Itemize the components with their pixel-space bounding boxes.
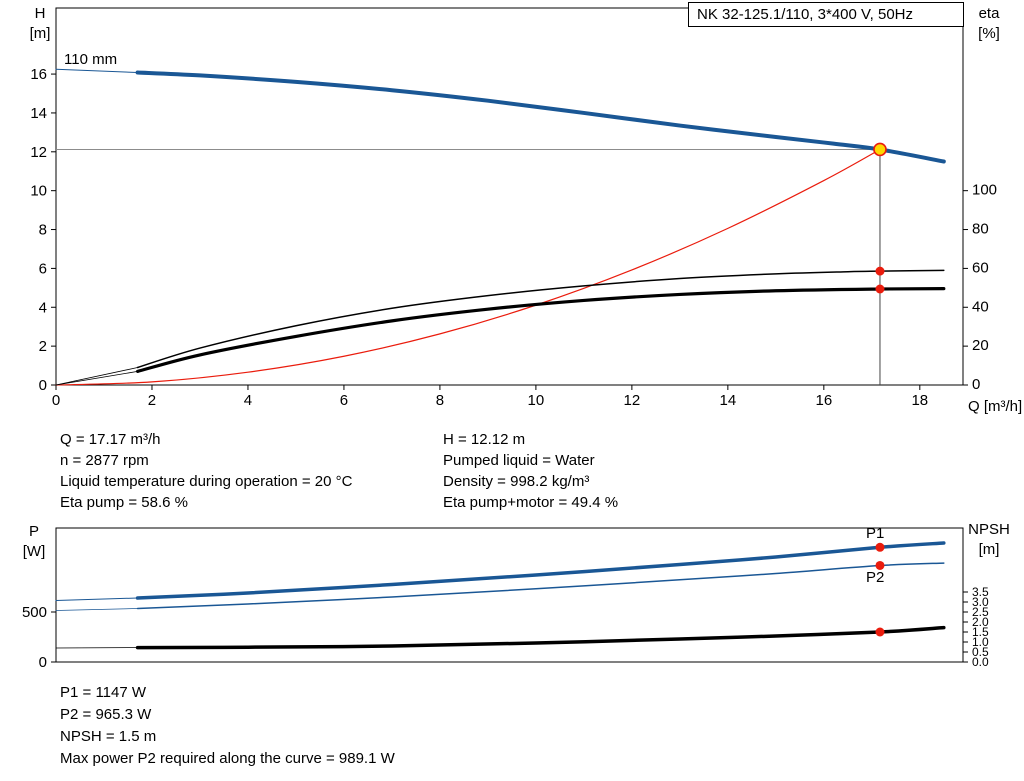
q-axis-title: Q [m³/h] (968, 398, 1023, 415)
pump-curve-leadin (55, 68, 139, 74)
info-line-liquid: Pumped liquid = Water (443, 452, 595, 469)
eta-axis-name: eta (978, 5, 1000, 22)
info-line-density: Density = 998.2 kg/m³ (443, 473, 590, 490)
p-axis-title: P [W] (14, 522, 54, 562)
info-line-eta-total: Eta pump+motor = 49.4 % (443, 494, 619, 511)
npsh-axis-name: NPSH (968, 521, 1010, 538)
p1-curve-leadin (55, 597, 139, 601)
h-axis-unit: [m] (29, 25, 51, 42)
npsh-curve (135, 625, 946, 650)
eta-pump-motor-leadin (55, 370, 138, 386)
p2-curve (136, 562, 945, 610)
info-line-npsh: NPSH = 1.5 m (60, 728, 157, 745)
power-info: P1 = 1147 W P2 = 965.3 W NPSH = 1.5 m Ma… (60, 682, 395, 770)
y-right-tick-label: 3.0 (972, 595, 989, 609)
p1-curve (135, 541, 946, 600)
eta-pump-motor-dot (875, 284, 885, 294)
pump-title-box: NK 32-125.1/110, 3*400 V, 50Hz (688, 2, 964, 27)
y-right-tick-label: 3.5 (972, 585, 989, 599)
duty-info-right: H = 12.12 m Pumped liquid = Water Densit… (443, 429, 618, 513)
eta-pump-curve (136, 269, 945, 369)
y-right-tick-label: 0.5 (972, 645, 989, 659)
duty-info-left: Q = 17.17 m³/h n = 2877 rpm Liquid tempe… (60, 429, 352, 513)
p2-curve-label: P2 (866, 569, 884, 586)
duty-point-marker[interactable] (873, 142, 887, 157)
p1-curve-label: P1 (866, 525, 884, 542)
x-tick-label: 2 (148, 392, 156, 409)
y-right-tick-label: 40 (972, 298, 989, 315)
x-tick-label: 12 (624, 392, 641, 409)
x-tick-label: 18 (911, 392, 928, 409)
x-tick-label: 16 (815, 392, 832, 409)
x-tick-label: 6 (340, 392, 348, 409)
y-left-tick-label: 6 (39, 260, 47, 277)
info-line-speed: n = 2877 rpm (60, 452, 149, 469)
y-left-tick-label: 12 (30, 144, 47, 161)
p-axis-unit: [W] (22, 543, 46, 560)
info-line-max-power: Max power P2 required along the curve = … (60, 750, 395, 767)
x-tick-label: 0 (52, 392, 60, 409)
y-left-tick-label: 0 (39, 377, 47, 394)
y-left-tick-label: 14 (30, 105, 47, 122)
y-right-tick-label: 2.5 (972, 605, 989, 619)
y-right-tick-label: 0 (972, 376, 980, 393)
pump-curve (135, 70, 946, 164)
info-line-temperature: Liquid temperature during operation = 20… (60, 473, 353, 490)
plot-border (55, 527, 964, 663)
x-tick-label: 10 (528, 392, 545, 409)
p2-dot (875, 560, 885, 570)
y-right-tick-label: 60 (972, 259, 989, 276)
h-axis-title: H [m] (20, 4, 60, 44)
y-left-tick-label: 8 (39, 222, 47, 239)
p2-curve-leadin (55, 608, 138, 611)
info-line-q: Q = 17.17 m³/h (60, 431, 161, 448)
hq-eta-chart: 0 2 4 6 8 10 12 14 16 18 0 2 4 6 8 10 12 14 16 0 20 40 60 80 100 (30, 7, 997, 409)
system-curve (55, 148, 881, 386)
y-left-tick-label: 16 (30, 66, 47, 83)
x-tick-label: 4 (244, 392, 252, 409)
plot-border (55, 7, 964, 386)
info-line-head: H = 12.12 m (443, 431, 526, 448)
y-left-tick-label: 0 (39, 654, 47, 671)
y-right-tick-label: 20 (972, 337, 989, 354)
info-line-p2: P2 = 965.3 W (60, 706, 152, 723)
eta-pump-dot (875, 266, 885, 276)
y-right-tick-label: 100 (972, 182, 997, 199)
x-tick-label: 14 (720, 392, 737, 409)
info-line-eta-pump: Eta pump = 58.6 % (60, 494, 188, 511)
x-tick-label: 8 (436, 392, 444, 409)
p1-dot (875, 542, 885, 552)
y-left-tick-label: 2 (39, 338, 47, 355)
impeller-diameter-label: 110 mm (64, 51, 118, 68)
y-right-tick-label: 1.0 (972, 635, 989, 649)
y-left-tick-label: 10 (30, 183, 47, 200)
npsh-dot (875, 627, 885, 637)
y-left-tick-label: 500 (22, 604, 47, 621)
eta-axis-title: eta [%] (966, 4, 1012, 44)
npsh-axis-title: NPSH [m] (962, 520, 1016, 560)
h-axis-name: H (34, 5, 46, 22)
y-right-tick-label: 80 (972, 221, 989, 238)
p-axis-name: P (28, 523, 39, 540)
info-line-p1: P1 = 1147 W (60, 684, 147, 701)
power-npsh-chart: 0 500 0.00.51.01.52.02.53.03.5 P1 P2 (22, 525, 989, 671)
y-left-tick-label: 4 (39, 299, 47, 316)
npsh-axis-unit: [m] (978, 541, 1000, 558)
eta-axis-unit: [%] (978, 25, 1000, 42)
y-right-tick-label: 0.0 (972, 655, 989, 669)
y-right-tick-label: 2.0 (972, 615, 989, 629)
eta-pump-motor-curve (135, 287, 946, 373)
eta-pump-leadin (55, 367, 138, 386)
y-right-tick-label: 1.5 (972, 625, 989, 639)
